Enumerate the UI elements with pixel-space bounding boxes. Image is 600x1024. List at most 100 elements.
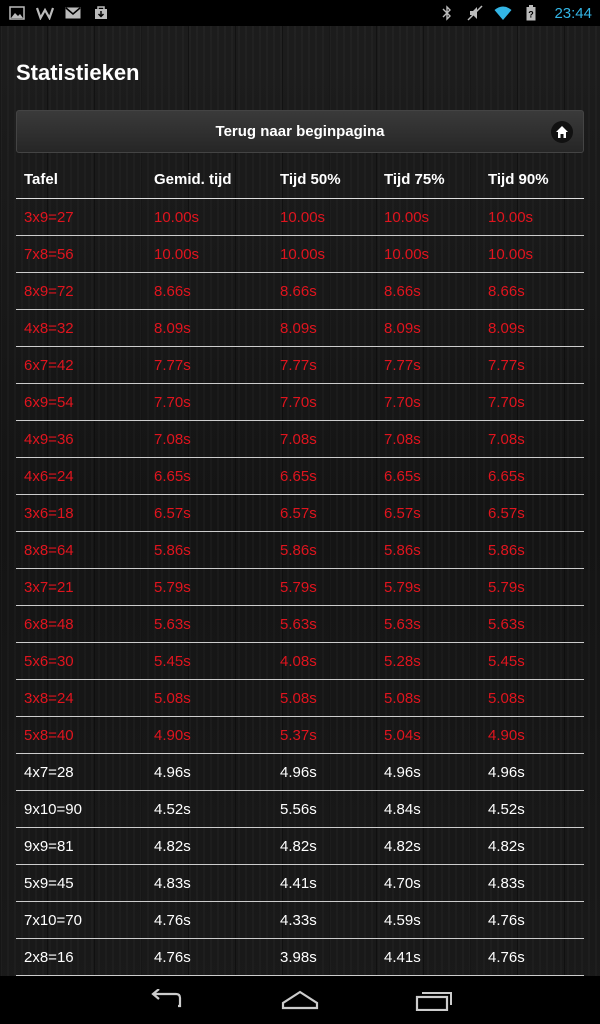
header-tijd-75: Tijd 75% [376, 160, 480, 199]
cell-tafel: 9x9=81 [16, 827, 146, 865]
cell-tijd-75: 5.08s [376, 679, 480, 717]
cell-gemid-tijd: 8.66s [146, 272, 272, 310]
cell-tijd-75: 4.84s [376, 790, 480, 828]
table-row: 8x9=72 8.66s 8.66s 8.66s 8.66s [16, 272, 584, 310]
cell-tijd-90: 5.79s [480, 568, 584, 606]
cell-tijd-50: 5.56s [272, 790, 376, 828]
cell-tijd-50: 6.57s [272, 494, 376, 532]
cell-tijd-75: 7.77s [376, 346, 480, 384]
cell-gemid-tijd: 5.08s [146, 679, 272, 717]
cell-gemid-tijd: 4.76s [146, 901, 272, 939]
cell-gemid-tijd: 5.45s [146, 642, 272, 680]
download-bag-icon [92, 4, 110, 22]
cell-tijd-90: 10.00s [480, 198, 584, 236]
cell-tijd-50: 5.79s [272, 568, 376, 606]
status-bar: ? 23:44 [0, 0, 600, 26]
cell-tafel: 9x10=90 [16, 790, 146, 828]
cell-tijd-50: 4.96s [272, 753, 376, 791]
cell-tijd-75: 8.09s [376, 309, 480, 347]
cell-gemid-tijd: 4.83s [146, 864, 272, 902]
header-tijd-90: Tijd 90% [480, 160, 584, 199]
cell-tijd-50: 5.37s [272, 716, 376, 754]
cell-tijd-50: 8.09s [272, 309, 376, 347]
cell-tijd-75: 5.86s [376, 531, 480, 569]
cell-tafel: 5x9=45 [16, 864, 146, 902]
cell-tijd-50: 4.41s [272, 864, 376, 902]
table-row: 4x6=24 6.65s 6.65s 6.65s 6.65s [16, 457, 584, 495]
cell-tafel: 6x7=42 [16, 346, 146, 384]
cell-tijd-90: 8.66s [480, 272, 584, 310]
table-row: 2x8=16 4.76s 3.98s 4.41s 4.76s [16, 938, 584, 976]
cell-gemid-tijd: 4.96s [146, 753, 272, 791]
cell-tijd-75: 8.66s [376, 272, 480, 310]
cell-gemid-tijd: 5.63s [146, 605, 272, 643]
cell-tijd-50: 7.08s [272, 420, 376, 458]
table-row: 9x10=90 4.52s 5.56s 4.84s 4.52s [16, 790, 584, 828]
header-tijd-50: Tijd 50% [272, 160, 376, 199]
cell-tijd-50: 5.86s [272, 531, 376, 569]
header-gemid-tijd: Gemid. tijd [146, 160, 272, 199]
clock: 23:44 [554, 4, 592, 22]
cell-tafel: 6x8=48 [16, 605, 146, 643]
cell-gemid-tijd: 10.00s [146, 198, 272, 236]
cell-tijd-90: 5.63s [480, 605, 584, 643]
cell-tijd-75: 6.65s [376, 457, 480, 495]
image-icon [8, 4, 26, 22]
cell-tijd-50: 5.63s [272, 605, 376, 643]
cell-tafel: 5x6=30 [16, 642, 146, 680]
cell-gemid-tijd: 4.76s [146, 938, 272, 976]
cell-tafel: 3x8=24 [16, 679, 146, 717]
cell-gemid-tijd: 8.09s [146, 309, 272, 347]
cell-tijd-75: 7.70s [376, 383, 480, 421]
cell-tijd-90: 4.90s [480, 716, 584, 754]
table-row: 4x9=36 7.08s 7.08s 7.08s 7.08s [16, 420, 584, 458]
cell-tijd-90: 4.83s [480, 864, 584, 902]
cell-gemid-tijd: 7.70s [146, 383, 272, 421]
recent-apps-icon[interactable] [412, 985, 456, 1015]
back-to-home-button[interactable]: Terug naar beginpagina [16, 110, 584, 153]
table-row: 5x8=40 4.90s 5.37s 5.04s 4.90s [16, 716, 584, 754]
cell-gemid-tijd: 4.82s [146, 827, 272, 865]
cell-tijd-75: 10.00s [376, 235, 480, 273]
cell-tijd-75: 4.82s [376, 827, 480, 865]
cell-tafel: 4x6=24 [16, 457, 146, 495]
cell-tafel: 4x7=28 [16, 753, 146, 791]
cell-tijd-75: 4.70s [376, 864, 480, 902]
cell-gemid-tijd: 6.65s [146, 457, 272, 495]
svg-text:?: ? [529, 10, 535, 20]
w-app-icon [36, 4, 54, 22]
cell-tijd-75: 5.28s [376, 642, 480, 680]
cell-tijd-90: 7.70s [480, 383, 584, 421]
table-row: 4x8=32 8.09s 8.09s 8.09s 8.09s [16, 309, 584, 347]
home-nav-icon[interactable] [278, 985, 322, 1015]
cell-tijd-50: 7.77s [272, 346, 376, 384]
cell-tijd-75: 5.04s [376, 716, 480, 754]
cell-tijd-90: 7.08s [480, 420, 584, 458]
statistics-table: Tafel Gemid. tijd Tijd 50% Tijd 75% Tijd… [16, 160, 584, 976]
cell-tafel: 7x10=70 [16, 901, 146, 939]
cell-tijd-90: 5.86s [480, 531, 584, 569]
wifi-icon [494, 4, 512, 22]
cell-tijd-50: 4.82s [272, 827, 376, 865]
notification-icons [8, 4, 110, 22]
table-header-row: Tafel Gemid. tijd Tijd 50% Tijd 75% Tijd… [16, 160, 584, 199]
cell-tafel: 8x9=72 [16, 272, 146, 310]
cell-tijd-50: 5.08s [272, 679, 376, 717]
back-icon[interactable] [144, 985, 188, 1015]
cell-tijd-50: 4.08s [272, 642, 376, 680]
table-row: 5x6=30 5.45s 4.08s 5.28s 5.45s [16, 642, 584, 680]
cell-tijd-90: 4.82s [480, 827, 584, 865]
table-row: 9x9=81 4.82s 4.82s 4.82s 4.82s [16, 827, 584, 865]
cell-tijd-50: 8.66s [272, 272, 376, 310]
cell-tafel: 3x9=27 [16, 198, 146, 236]
cell-tafel: 3x6=18 [16, 494, 146, 532]
cell-tijd-75: 6.57s [376, 494, 480, 532]
table-row: 5x9=45 4.83s 4.41s 4.70s 4.83s [16, 864, 584, 902]
table-row: 3x9=27 10.00s 10.00s 10.00s 10.00s [16, 198, 584, 236]
gmail-icon [64, 4, 82, 22]
table-row: 3x7=21 5.79s 5.79s 5.79s 5.79s [16, 568, 584, 606]
cell-tijd-90: 10.00s [480, 235, 584, 273]
cell-tafel: 5x8=40 [16, 716, 146, 754]
muted-icon [466, 4, 484, 22]
cell-tijd-90: 4.96s [480, 753, 584, 791]
